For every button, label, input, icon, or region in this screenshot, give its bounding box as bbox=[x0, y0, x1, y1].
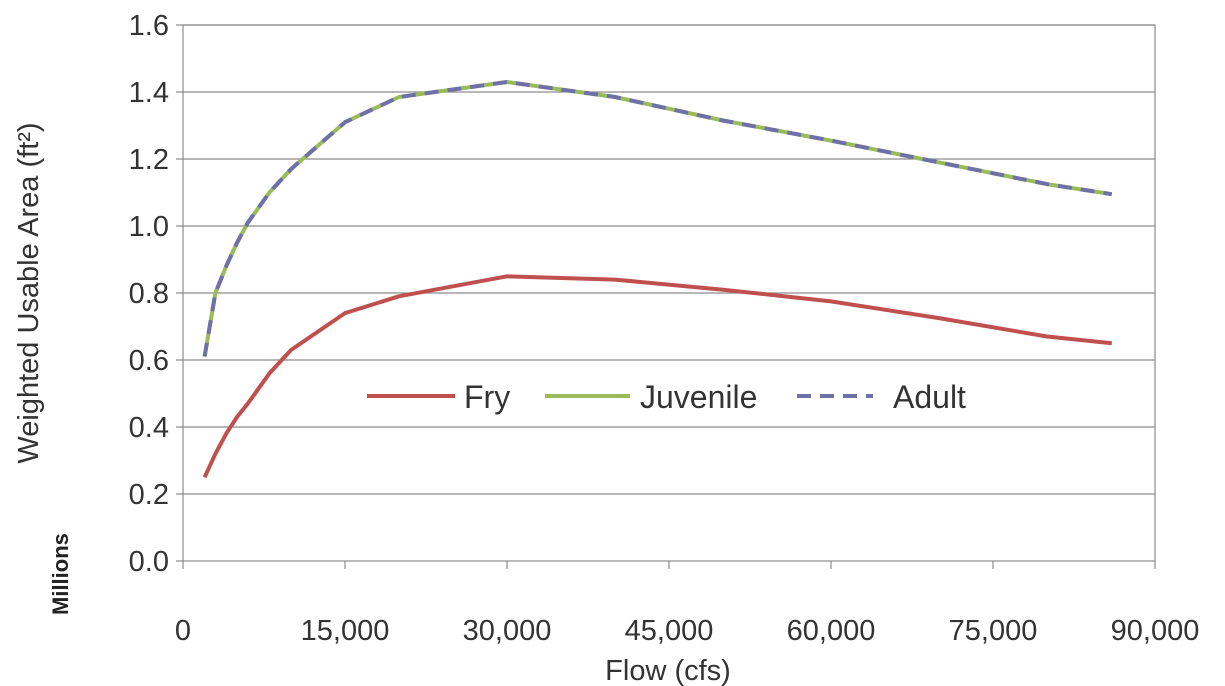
y-tick-labels: 0.0 0.2 0.4 0.6 0.8 1.0 1.2 1.4 1.6 bbox=[129, 10, 169, 578]
x-tick-label: 30,000 bbox=[463, 615, 552, 647]
legend-item-adult: Adult bbox=[797, 379, 966, 415]
axes bbox=[176, 24, 1156, 569]
gridlines bbox=[183, 24, 1155, 495]
y-tick-label: 1.4 bbox=[129, 77, 169, 109]
legend-label: Fry bbox=[464, 379, 510, 415]
x-tick-label: 90,000 bbox=[1111, 615, 1200, 647]
x-axis-title: Flow (cfs) bbox=[605, 655, 731, 686]
x-tick-label: 15,000 bbox=[301, 615, 390, 647]
series-lines bbox=[202, 80, 1113, 479]
legend-label: Adult bbox=[893, 379, 966, 415]
y-axis-title: Weighted Usable Area (ft²) bbox=[13, 122, 45, 463]
series-line-adult bbox=[202, 80, 1113, 357]
y-tick-label: 1.6 bbox=[129, 10, 169, 42]
x-tick-label: 75,000 bbox=[949, 615, 1038, 647]
y-tick-label: 0.0 bbox=[129, 546, 169, 578]
legend-item-juvenile: Juvenile bbox=[545, 379, 757, 415]
y-axis-units: Millions bbox=[48, 533, 73, 615]
legend: Fry Juvenile Adult bbox=[367, 379, 966, 415]
x-tick-label: 60,000 bbox=[787, 615, 876, 647]
legend-label: Juvenile bbox=[640, 379, 757, 415]
legend-item-fry: Fry bbox=[367, 379, 510, 415]
x-tick-label: 45,000 bbox=[625, 615, 714, 647]
y-tick-label: 0.2 bbox=[129, 479, 169, 511]
y-tick-label: 1.0 bbox=[129, 211, 169, 243]
series-line-fry bbox=[202, 274, 1113, 479]
y-tick-label: 0.6 bbox=[129, 345, 169, 377]
x-tick-labels: 0 15,000 30,000 45,000 60,000 75,000 90,000 bbox=[175, 615, 1199, 647]
x-tick-label: 0 bbox=[175, 615, 191, 647]
y-tick-label: 0.4 bbox=[129, 412, 169, 444]
y-tick-label: 0.8 bbox=[129, 278, 169, 310]
y-tick-label: 1.2 bbox=[129, 144, 169, 176]
